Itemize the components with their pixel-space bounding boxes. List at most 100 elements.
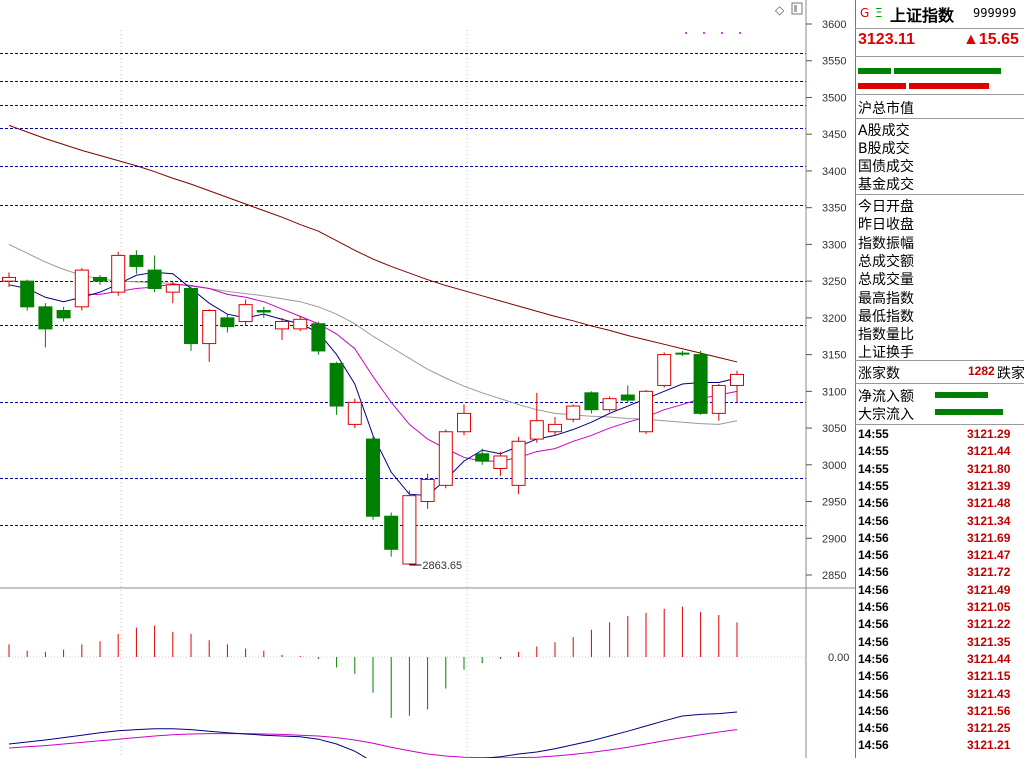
candle — [730, 370, 744, 403]
stat-label: 上证换手 — [858, 345, 914, 362]
candle — [675, 350, 690, 357]
candle-body — [74, 269, 89, 308]
candle-body — [675, 352, 690, 355]
macd-lines — [8, 711, 738, 758]
tick-time: 14:56 — [858, 686, 889, 701]
candle — [20, 279, 35, 311]
current-price: 3123.11 — [858, 31, 915, 48]
turnover-b-label: B股成交 — [858, 141, 910, 157]
tick-price: 3121.72 — [967, 565, 1011, 580]
tick-time: 14:56 — [858, 513, 889, 528]
candle — [693, 350, 708, 415]
net-inflow-bar — [935, 392, 988, 398]
tick-time: 14:55 — [858, 427, 889, 441]
candle — [347, 398, 362, 429]
macd-zero-label: 0.00 — [828, 652, 849, 664]
y-tick-label: 3100 — [822, 386, 846, 398]
candle-body — [56, 310, 71, 319]
block-inflow-bar — [935, 409, 1003, 415]
candle — [220, 314, 235, 333]
candle — [584, 391, 599, 414]
candle — [93, 275, 107, 285]
candle — [165, 281, 180, 304]
y-tick-label: 3150 — [822, 350, 846, 362]
diamond-icon[interactable]: ◇ — [775, 3, 785, 17]
y-tick-label: 3350 — [822, 203, 846, 215]
chart-controls[interactable]: ◇ — [775, 2, 803, 17]
y-tick-label: 3250 — [822, 276, 846, 288]
candle — [275, 317, 289, 340]
index-code: 999999 — [973, 6, 1017, 20]
stat-label: 总成交量 — [858, 272, 914, 289]
candle — [711, 383, 726, 421]
candle-body — [529, 420, 544, 440]
tick-time: 14:56 — [858, 669, 889, 684]
candle — [602, 396, 617, 412]
candle-body — [184, 287, 198, 345]
candle-body — [693, 354, 708, 414]
tick-price: 3121.21 — [967, 738, 1011, 753]
candlestick-chart[interactable]: 2863.65 2850 2900 2950 3000 3050 3100 3150 3200… — [0, 0, 855, 758]
advancers-label: 涨家数 — [858, 366, 900, 382]
buy-bar-2 — [894, 68, 1001, 74]
tick-time: 14:56 — [858, 617, 889, 632]
tick-price: 3121.47 — [967, 548, 1011, 563]
tick-time: 14:56 — [858, 651, 889, 666]
y-tick-label: 3300 — [822, 239, 846, 251]
dots-marker — [685, 32, 741, 34]
candle — [256, 306, 271, 318]
candle-body — [366, 438, 380, 517]
price-change: ▲15.65 — [963, 31, 1019, 48]
turnover-a-label: A股成交 — [858, 123, 910, 139]
candle — [420, 473, 435, 509]
candle-body — [438, 431, 453, 486]
y-tick-label: 2850 — [822, 570, 846, 582]
candle-body — [165, 284, 180, 293]
candle-body — [93, 276, 107, 282]
dif-line — [8, 711, 738, 758]
tick-price: 3121.05 — [967, 600, 1011, 614]
candle — [238, 299, 253, 326]
candle-body — [711, 384, 726, 414]
candle — [457, 404, 471, 436]
y-tick-label: 3500 — [822, 92, 846, 104]
stat-label: 指数量比 — [858, 327, 914, 344]
candle — [311, 321, 326, 355]
candle-body — [147, 269, 162, 289]
candle — [620, 385, 635, 403]
candle-body — [657, 354, 672, 386]
candle — [38, 303, 53, 348]
y-tick-label: 2950 — [822, 497, 846, 509]
candle-body — [2, 276, 16, 282]
candle — [566, 404, 581, 423]
candle — [475, 448, 490, 465]
sell-bar-2 — [909, 83, 989, 89]
candle — [184, 287, 198, 351]
macd-panel: 0.00 — [0, 606, 849, 758]
tick-price: 3121.80 — [967, 461, 1011, 476]
candle — [384, 512, 399, 557]
g-icon[interactable]: G — [860, 6, 870, 20]
stat-label: 昨日收盘 — [858, 217, 914, 234]
candle — [111, 251, 126, 296]
stat-label: 今日开盘 — [858, 199, 914, 215]
tick-price: 3121.34 — [967, 513, 1011, 528]
candle — [147, 255, 162, 293]
candle — [329, 361, 344, 415]
tick-price: 3121.44 — [967, 651, 1011, 666]
candle — [129, 250, 144, 274]
y-axis: 2850 2900 2950 3000 3050 3100 3150 3200 3250 3300… — [806, 19, 846, 582]
block-inflow-label: 大宗流入 — [858, 407, 914, 423]
candle — [548, 417, 562, 436]
candle — [511, 436, 526, 495]
market-cap-label: 沪总市值 — [858, 101, 914, 117]
macd-histogram — [8, 606, 738, 718]
candle-body — [311, 323, 326, 352]
menu-icon[interactable]: Ξ — [875, 6, 883, 20]
candle-body — [566, 405, 581, 420]
low-annotation-text: 2863.65 — [422, 560, 462, 572]
tick-price: 3121.35 — [967, 634, 1011, 649]
y-tick-label: 2900 — [822, 533, 846, 545]
candle-body — [202, 310, 217, 345]
turnover-bond-label: 国债成交 — [858, 159, 914, 175]
